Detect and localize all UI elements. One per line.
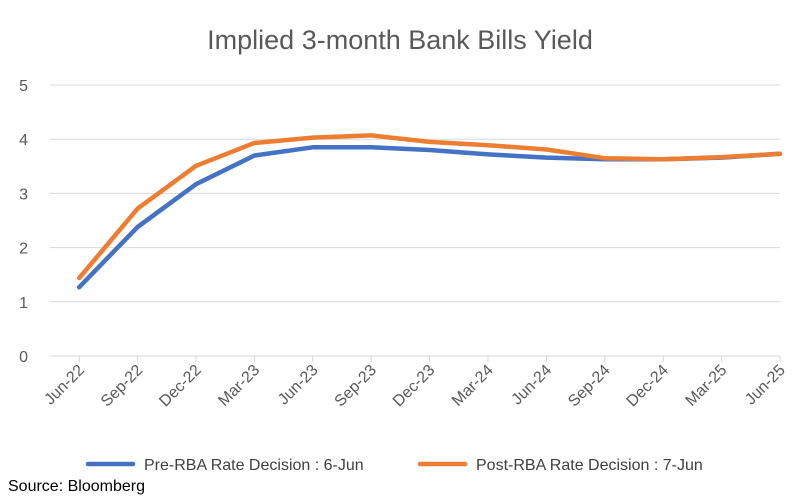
x-tick-label: Dec-22 [156, 362, 205, 411]
x-tick-label: Mar-23 [215, 362, 263, 410]
y-axis: 0 1 2 3 4 5 [19, 78, 28, 366]
x-tick-label: Sep-23 [332, 362, 381, 411]
x-tick-label: Jun-25 [742, 362, 789, 409]
x-tick-label: Dec-24 [624, 362, 673, 411]
y-tick-label: 0 [19, 349, 28, 366]
y-tick-label: 2 [19, 241, 28, 258]
source-note: Source: Bloomberg [8, 478, 145, 495]
x-tick-label: Mar-24 [449, 362, 497, 410]
legend: Pre-RBA Rate Decision : 6-Jun Post-RBA Ra… [85, 457, 703, 474]
x-tick-label: Jun-24 [509, 362, 556, 409]
y-tick-label: 4 [19, 132, 28, 149]
x-tick-label: Jun-22 [41, 362, 88, 409]
x-tick-label: Mar-25 [683, 362, 731, 410]
chart-title: Implied 3-month Bank Bills Yield [207, 25, 593, 55]
series-lines [76, 133, 783, 290]
gridlines [50, 84, 780, 303]
x-axis-ticks: Jun-22 Sep-22 Dec-22 Mar-23 Jun-23 Sep-23 Dec-… [41, 356, 789, 411]
x-tick-label: Dec-23 [390, 362, 439, 411]
x-tick-label: Jun-23 [275, 362, 322, 409]
legend-label-1: Pre-RBA Rate Decision : 6-Jun [144, 457, 364, 474]
y-tick-label: 3 [19, 186, 28, 203]
series-line-2 [76, 133, 783, 281]
y-tick-label: 5 [19, 78, 28, 95]
x-tick-label: Sep-22 [98, 362, 147, 411]
series-line-1 [76, 145, 783, 290]
legend-label-2: Post-RBA Rate Decision : 7-Jun [476, 457, 703, 474]
y-tick-label: 1 [19, 295, 28, 312]
x-tick-label: Sep-24 [565, 362, 614, 411]
